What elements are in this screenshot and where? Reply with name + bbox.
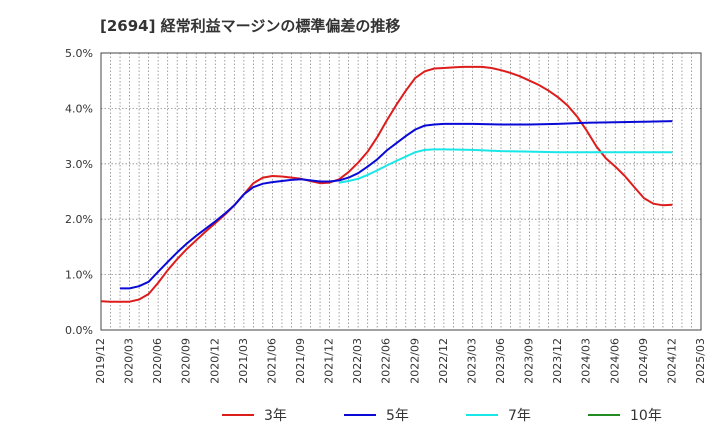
series-line-7年 [338, 148, 673, 184]
y-tick-label: 3.0% [65, 158, 93, 171]
x-tick-label: 2023/09 [523, 338, 536, 384]
y-tick-label: 1.0% [65, 269, 93, 282]
legend: 3年 5年 7年 10年 [222, 408, 662, 424]
legend-label: 10年 [630, 408, 662, 424]
x-tick-label: 2024/06 [608, 338, 621, 384]
x-tick-label: 2021/03 [237, 338, 250, 384]
x-tick-label: 2022/09 [408, 338, 421, 384]
x-tick-label: 2021/12 [323, 338, 336, 384]
x-tick-label: 2019/12 [94, 338, 107, 384]
x-tick-label: 2023/12 [551, 338, 564, 384]
x-tick-label: 2022/12 [437, 338, 450, 384]
x-tick-label: 2020/12 [208, 338, 221, 384]
x-tick-label: 2024/03 [580, 338, 593, 384]
plot-background [101, 53, 701, 330]
x-tick-label: 2025/03 [694, 338, 707, 384]
x-tick-label: 2024/09 [637, 338, 650, 384]
series-line-3年 [100, 65, 673, 303]
x-tick-label: 2022/03 [351, 338, 364, 384]
plot-area: 0.0% 1.0% 2.0% 3.0% 4.0% 5.0% 2019/12 2020/03 20… [65, 47, 707, 384]
plot-frame [100, 52, 702, 331]
y-tick-label: 4.0% [65, 102, 93, 115]
y-tick-label: 5.0% [65, 47, 93, 60]
series-line-5年 [120, 120, 673, 290]
legend-label: 3年 [264, 408, 287, 424]
x-tick-label: 2022/06 [380, 338, 393, 384]
x-tick-label: 2021/06 [265, 338, 278, 384]
chart-title: [2694] 経常利益マージンの標準偏差の推移 [100, 17, 400, 35]
y-tick-label: 2.0% [65, 213, 93, 226]
y-tick-label: 0.0% [65, 324, 93, 337]
x-tick-label: 2023/06 [494, 338, 507, 384]
legend-label: 5年 [386, 408, 409, 424]
x-tick-label: 2020/06 [151, 338, 164, 384]
x-tick-label: 2020/03 [123, 338, 136, 384]
x-tick-label: 2021/09 [294, 338, 307, 384]
x-tick-label: 2020/09 [180, 338, 193, 384]
x-tick-label: 2024/12 [665, 338, 678, 384]
legend-label: 7年 [508, 408, 531, 424]
x-tick-label: 2023/03 [465, 338, 478, 384]
